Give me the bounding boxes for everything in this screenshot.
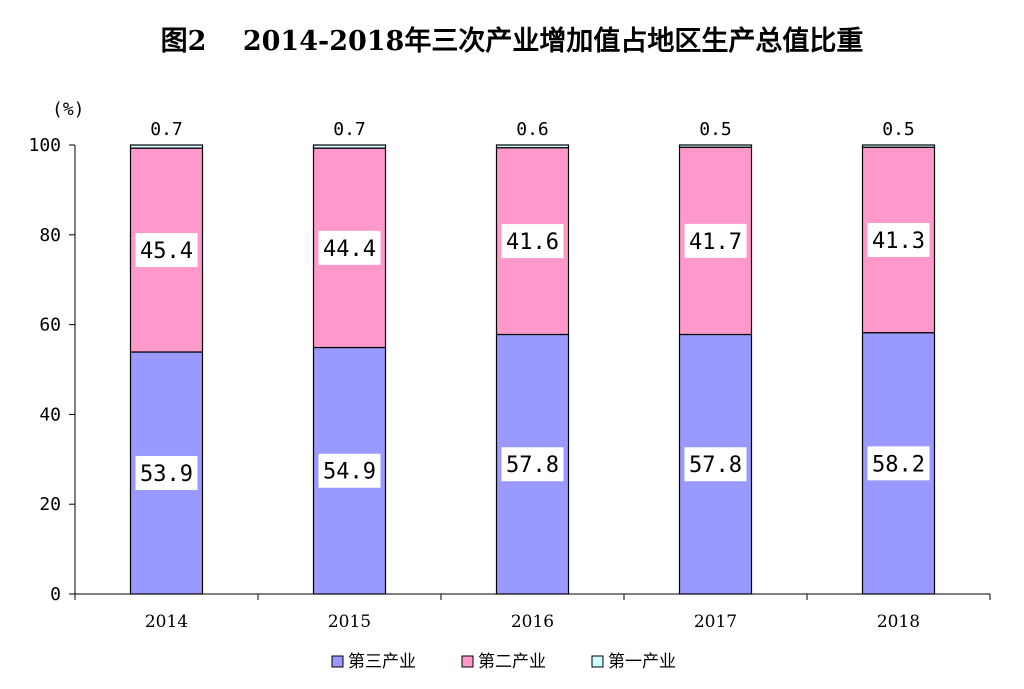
data-label-top: 0.7 (150, 119, 183, 140)
y-unit-label: (%) (52, 99, 85, 120)
chart-title: 图2 2014-2018年三次产业增加值占地区生产总值比重 (161, 25, 864, 57)
bar-segment (312, 144, 387, 149)
y-tick-label: 40 (39, 404, 61, 425)
x-tick-label: 2016 (511, 612, 554, 632)
data-label: 53.9 (140, 462, 193, 487)
data-label-top: 0.5 (699, 119, 732, 140)
axes: 0 20 40 60 80 100 2014 2015 2016 2017 2018 (28, 135, 991, 632)
legend-swatch (591, 655, 604, 668)
y-tick-label: 0 (50, 584, 61, 605)
y-tick-label: 100 (28, 135, 61, 156)
bar-segment (678, 144, 753, 148)
data-label: 57.8 (506, 453, 559, 478)
bars (129, 144, 936, 595)
data-label-box (135, 455, 198, 490)
data-label-top: 0.6 (516, 119, 549, 140)
bar-segment (129, 144, 204, 149)
data-labels: 53.9 45.4 0.7 54.9 44.4 0.7 57.8 41.6 0.6 57.8 41.… (135, 119, 930, 490)
data-label: 41.7 (689, 230, 742, 255)
legend-label: 第二产业 (478, 652, 546, 672)
data-label-box (501, 447, 564, 482)
data-label-box (867, 446, 930, 481)
data-label-box (684, 223, 747, 258)
data-label-top: 0.5 (882, 119, 915, 140)
data-label-box (135, 233, 198, 268)
x-tick-label: 2018 (877, 612, 920, 632)
data-label-box (867, 222, 930, 257)
data-label-box (318, 453, 381, 488)
data-label: 44.4 (323, 237, 376, 262)
bar-segment (861, 144, 936, 148)
legend-swatch (461, 655, 474, 668)
legend-label: 第一产业 (608, 652, 676, 672)
legend: 第三产业 第二产业 第一产业 (331, 652, 676, 672)
x-tick-label: 2015 (328, 612, 371, 632)
data-label: 41.6 (506, 230, 559, 255)
legend-swatch (331, 655, 344, 668)
y-tick-label: 20 (39, 494, 61, 515)
data-label-box (501, 224, 564, 259)
x-tick-label: 2017 (694, 612, 737, 632)
data-label: 41.3 (872, 229, 925, 254)
y-tick-label: 80 (39, 225, 61, 246)
bar-segment (495, 144, 570, 149)
data-label-box (318, 230, 381, 265)
legend-label: 第三产业 (348, 652, 416, 672)
data-label: 45.4 (140, 239, 193, 264)
data-label: 57.8 (689, 453, 742, 478)
y-tick-label: 60 (39, 315, 61, 336)
data-label: 54.9 (323, 460, 376, 485)
x-tick-label: 2014 (145, 612, 188, 632)
data-label-top: 0.7 (333, 119, 366, 140)
data-label: 58.2 (872, 452, 925, 477)
data-label-box (684, 447, 747, 482)
